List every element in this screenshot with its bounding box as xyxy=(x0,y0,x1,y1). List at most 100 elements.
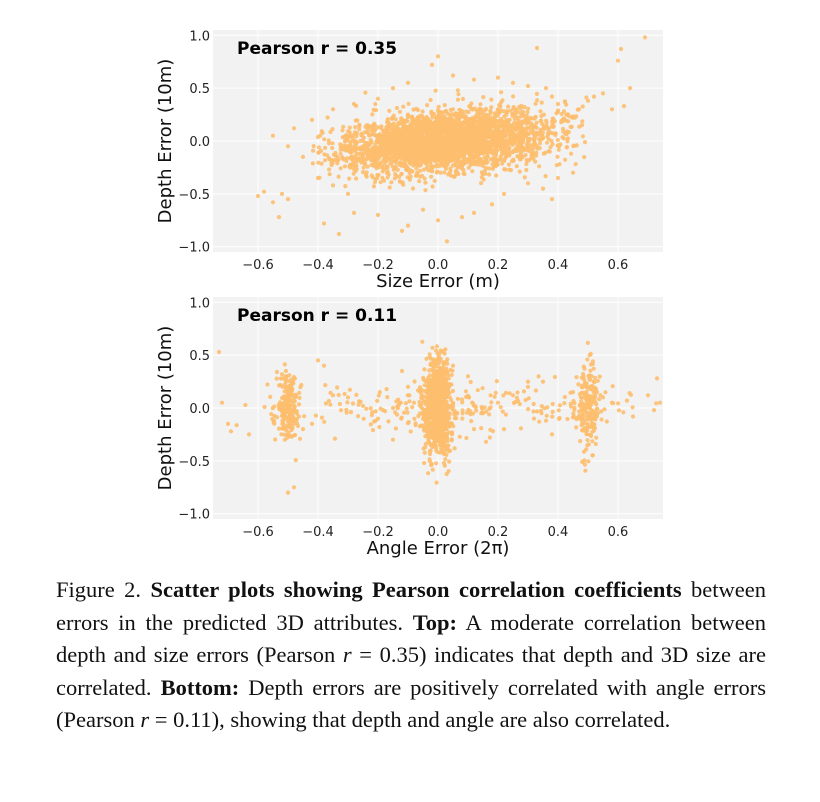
scatter-point xyxy=(443,379,448,384)
scatter-point xyxy=(654,376,660,381)
scatter-point xyxy=(353,125,358,130)
scatter-point xyxy=(577,415,582,420)
scatter-point xyxy=(428,97,433,103)
figure: −0.6 −0.4 −0.2 0.0 0.2 0.4 0.61.00.50.0−0.5−1.… xyxy=(155,29,663,559)
scatter-point xyxy=(521,148,526,153)
scatter-point xyxy=(330,107,336,112)
scatter-point xyxy=(364,157,369,162)
scatter-point xyxy=(510,80,516,85)
scatter-point xyxy=(532,138,537,143)
caption-top-label: Top: xyxy=(412,609,457,635)
scatter-point xyxy=(576,107,582,112)
scatter-point xyxy=(560,135,565,140)
scatter-point xyxy=(522,105,527,110)
scatter-point xyxy=(417,163,422,168)
scatter-point xyxy=(427,411,432,416)
caption-bold-title: Scatter plots showing Pearson correlatio… xyxy=(150,577,682,602)
scatter-point xyxy=(403,167,409,172)
scatter-point xyxy=(460,134,465,139)
scatter-point xyxy=(590,361,595,367)
scatter-point xyxy=(561,109,567,114)
scatter-point xyxy=(518,142,523,147)
scatter-point xyxy=(445,382,450,387)
scatter-point xyxy=(430,467,435,472)
scatter-point xyxy=(365,164,370,169)
scatter-point xyxy=(583,406,588,411)
scatter-point xyxy=(228,429,234,434)
scatter-point xyxy=(526,138,531,143)
scatter-point xyxy=(591,428,597,433)
scatter-point xyxy=(430,345,435,350)
scatter-point xyxy=(444,425,449,430)
scatter-point xyxy=(311,148,316,153)
scatter-point xyxy=(544,140,550,145)
x-axis-label: Angle Error (2π) xyxy=(367,538,510,559)
scatter-point xyxy=(528,127,533,133)
scatter-point xyxy=(588,368,593,373)
x-tick-label: 0.2 xyxy=(488,258,509,273)
scatter-point xyxy=(555,175,561,181)
scatter-point xyxy=(377,424,382,430)
scatter-point xyxy=(354,392,359,397)
scatter-point xyxy=(536,137,542,142)
scatter-point xyxy=(325,115,330,120)
scatter-point xyxy=(313,413,318,418)
scatter-point xyxy=(498,104,503,109)
x-tick-label: 0.6 xyxy=(608,525,629,540)
scatter-point xyxy=(246,432,252,437)
scatter-point xyxy=(418,423,423,428)
scatter-point xyxy=(297,390,302,395)
scatter-point xyxy=(400,143,405,148)
scatter-point xyxy=(543,86,549,91)
scatter-point xyxy=(501,109,507,114)
scatter-point xyxy=(387,108,392,113)
scatter-point xyxy=(276,215,282,220)
scatter-point xyxy=(574,425,579,430)
scatter-point xyxy=(449,404,454,409)
scatter-point xyxy=(440,383,445,388)
scatter-point xyxy=(437,132,442,137)
scatter-point xyxy=(345,191,351,196)
scatter-point xyxy=(281,419,286,424)
scatter-point xyxy=(585,401,590,406)
scatter-point xyxy=(285,490,291,495)
scatter-point xyxy=(479,181,484,186)
scatter-point xyxy=(599,417,604,422)
scatter-point xyxy=(472,122,477,127)
caption-text-3: indicates that depth and 3D size are cor… xyxy=(56,642,767,700)
scatter-point xyxy=(330,183,336,188)
scatter-point xyxy=(316,160,321,165)
scatter-point xyxy=(586,459,591,464)
scatter-point xyxy=(443,443,448,448)
x-tick-label: 0.6 xyxy=(608,258,629,273)
scatter-point xyxy=(584,383,589,388)
pearson-annotation: Pearson r = 0.11 xyxy=(237,306,397,326)
scatter-point xyxy=(344,410,349,415)
scatter-point xyxy=(462,140,467,145)
scatter-point xyxy=(502,167,507,172)
scatter-point xyxy=(342,391,347,397)
scatter-point xyxy=(371,184,376,189)
scatter-point xyxy=(531,401,536,407)
scatter-point xyxy=(495,123,500,128)
scatter-point xyxy=(405,393,410,398)
scatter-point xyxy=(482,405,487,410)
scatter-point xyxy=(586,395,591,400)
scatter-point xyxy=(399,116,404,121)
scatter-points xyxy=(255,35,648,244)
scatter-point xyxy=(389,156,394,161)
scatter-point xyxy=(409,149,414,154)
scatter-point xyxy=(534,153,539,158)
scatter-point xyxy=(420,207,426,212)
scatter-point xyxy=(584,95,589,100)
scatter-point xyxy=(429,121,434,126)
scatter-point xyxy=(389,180,394,185)
caption-text-1: between errors in the predicted 3D attri… xyxy=(56,577,767,635)
scatter-point xyxy=(591,422,596,427)
scatter-point xyxy=(369,140,374,145)
scatter-point xyxy=(375,212,381,218)
scatter-point xyxy=(393,172,398,177)
scatter-point xyxy=(574,375,579,380)
scatter-point xyxy=(430,184,435,189)
scatter-point xyxy=(272,418,277,423)
